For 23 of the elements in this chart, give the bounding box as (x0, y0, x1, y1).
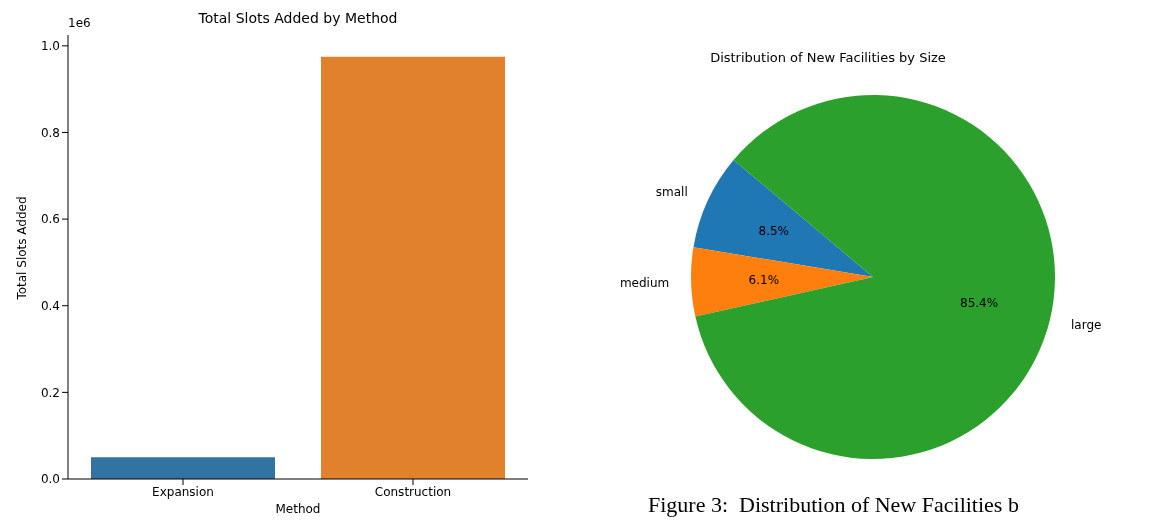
pie-slice (695, 95, 1055, 459)
chart-title: Distribution of New Facilities by Size (709, 50, 947, 65)
y-tick-label: 0.0 (40, 472, 60, 487)
data-label: 6.1% (748, 273, 780, 288)
pie-slice (693, 160, 873, 277)
slice-label: small (655, 184, 688, 199)
text: 1e6 (68, 16, 91, 30)
y-tick-label: 0.6 (40, 212, 60, 227)
y-tick-label: 0.8 (40, 125, 60, 140)
x-axis-title: Method (274, 502, 322, 516)
data-label: 8.5% (758, 224, 790, 239)
pie-slice (691, 247, 873, 317)
data-label: 85.4% (960, 295, 999, 310)
y-tick-label: 1.0 (40, 39, 60, 54)
y-tick-label: 0.4 (40, 298, 60, 313)
chart-title: Total Slots Added by Method (198, 10, 398, 26)
x-tick-label: Expansion (152, 484, 214, 499)
x-tick-label: Construction (374, 484, 452, 499)
y-tick-label: 0.2 (40, 385, 60, 400)
slice-label: large (1071, 318, 1102, 333)
caption: Figure 3: Distribution of New Facilities b (648, 492, 1019, 518)
slice-label: medium (619, 275, 670, 290)
y-axis-title: Total Slots Added (15, 196, 30, 300)
